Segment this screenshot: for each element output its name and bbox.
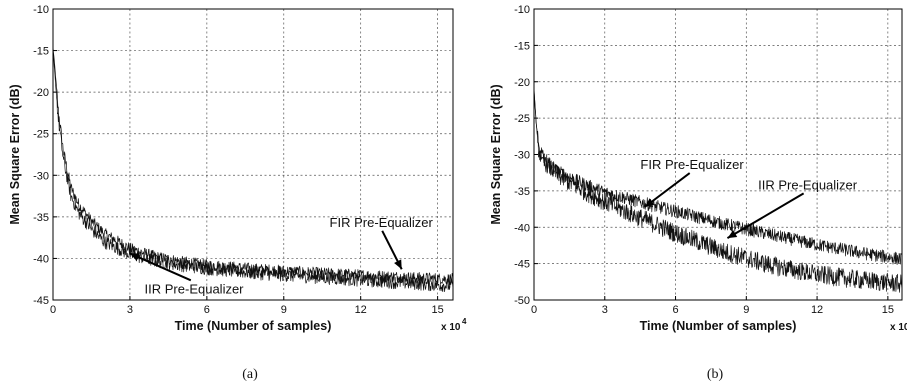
x-axis-label: Time (Number of samples) xyxy=(175,319,332,333)
chart-panel-b: 0 3 6 9 12 15 -10 -15 -20 -25 -30 -35 -40 -45 -50 Time … xyxy=(489,4,907,382)
annotation-arrow xyxy=(726,192,805,240)
x-tick-label: 15 xyxy=(882,304,894,316)
y-tick-label: -25 xyxy=(33,129,49,141)
annotation-arrowhead xyxy=(727,230,738,239)
annotation-label: IIR Pre-Equalizer xyxy=(145,281,245,296)
x-tick-label: 0 xyxy=(531,304,537,316)
y-tick-label: -35 xyxy=(33,212,49,224)
plot-frame xyxy=(52,8,454,301)
x-tick-label: 3 xyxy=(127,304,133,316)
y-tick-label: -45 xyxy=(33,295,49,307)
x-tick-label: 9 xyxy=(281,304,287,316)
x-multiplier-label: x 10 xyxy=(890,322,907,333)
y-tick-label: -25 xyxy=(514,113,530,125)
series-iir-line xyxy=(533,90,903,293)
x-tick-label: 12 xyxy=(355,304,367,316)
annotation-label: IIR Pre-Equalizer xyxy=(758,177,858,192)
y-tick-label: -10 xyxy=(514,4,530,16)
x-tick-label: 6 xyxy=(672,304,678,316)
y-tick-label: -40 xyxy=(33,253,49,265)
panel-caption: (b) xyxy=(707,367,724,382)
annotation-arrow xyxy=(644,172,691,208)
y-tick-label: -40 xyxy=(514,222,530,234)
x-axis-label: Time (Number of samples) xyxy=(640,319,797,333)
x-tick-label: 0 xyxy=(50,304,56,316)
x-tick-label: 15 xyxy=(431,304,443,316)
y-tick-label: -20 xyxy=(514,77,530,89)
x-tick-label: 12 xyxy=(811,304,823,316)
x-tick-label: 9 xyxy=(743,304,749,316)
x-tick-label: 6 xyxy=(204,304,210,316)
y-tick-label: -10 xyxy=(33,4,49,16)
x-tick-label: 3 xyxy=(602,304,608,316)
y-tick-label: -35 xyxy=(514,186,530,198)
y-tick-label: -30 xyxy=(514,150,530,162)
annotation-label: FIR Pre-Equalizer xyxy=(640,157,744,172)
y-tick-label: -15 xyxy=(514,40,530,52)
series-fir-line xyxy=(533,87,903,265)
annotation-arrow xyxy=(129,252,192,282)
annotation-label: FIR Pre-Equalizer xyxy=(330,215,434,230)
y-axis-label: Mean Square Error (dB) xyxy=(8,84,22,224)
y-tick-label: -50 xyxy=(514,295,530,307)
series-fir-line xyxy=(52,46,454,286)
y-axis-label: Mean Square Error (dB) xyxy=(489,84,503,224)
series-iir-line xyxy=(52,49,454,293)
chart-panel-a: 0 3 6 9 12 15 -10 -15 -20 -25 -30 -35 -40 -45 Time (Nu… xyxy=(8,4,467,382)
annotation-arrowhead xyxy=(129,253,140,261)
y-tick-label: -45 xyxy=(514,259,530,271)
x-multiplier-exponent: 4 xyxy=(462,317,467,326)
annotation-arrowhead xyxy=(644,198,655,207)
y-tick-label: -30 xyxy=(33,170,49,182)
panel-caption: (a) xyxy=(242,367,258,382)
y-tick-label: -15 xyxy=(33,46,49,58)
x-multiplier-label: x 10 xyxy=(441,322,461,333)
y-tick-label: -20 xyxy=(33,87,49,99)
annotation-arrowhead xyxy=(394,259,402,270)
